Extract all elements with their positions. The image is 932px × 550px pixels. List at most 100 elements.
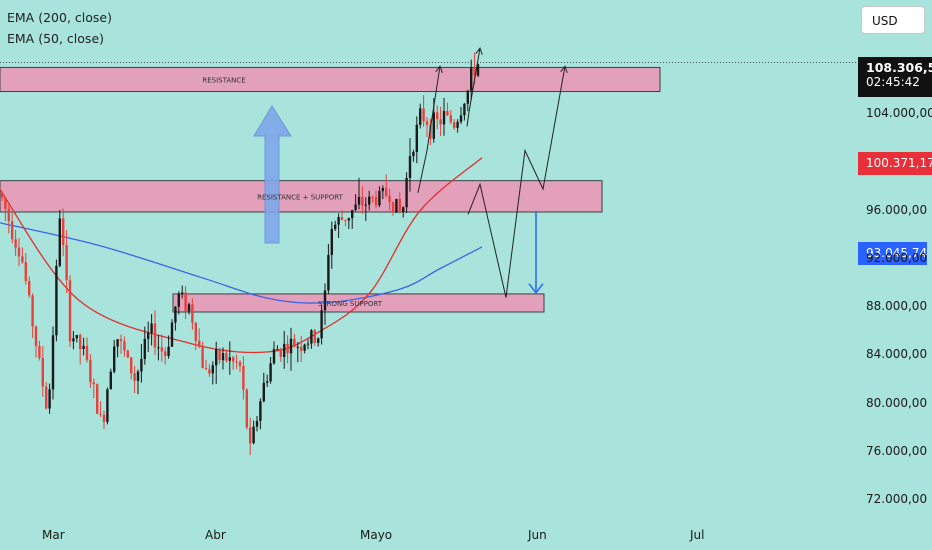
candle-body — [14, 239, 17, 248]
candle-body — [419, 108, 422, 125]
candle-body — [242, 365, 245, 390]
candle-body — [456, 121, 459, 128]
legend-ema50[interactable]: EMA (50, close) — [7, 31, 105, 46]
candle-body — [235, 361, 238, 363]
candle-body — [357, 196, 361, 205]
candle-body — [4, 197, 7, 209]
candle-body — [466, 90, 469, 104]
candle-body — [55, 265, 58, 336]
x-tick-label: Mar — [42, 528, 65, 542]
candle-body — [436, 112, 439, 120]
candle-body — [395, 198, 398, 213]
candle-body — [65, 245, 68, 281]
candle-body — [198, 340, 201, 347]
candle-body — [194, 322, 197, 341]
candle-body — [143, 338, 146, 359]
candle-body — [191, 304, 194, 323]
candle-body — [276, 348, 279, 350]
candle-body — [286, 343, 289, 354]
candle-body — [327, 254, 330, 291]
candle-body — [402, 207, 405, 213]
countdown-label: 02:45:42 — [866, 75, 920, 89]
candle-body — [344, 219, 347, 221]
candle-body — [225, 353, 228, 361]
candle-body — [21, 256, 24, 263]
candle-body — [164, 351, 167, 357]
candle-body — [408, 156, 412, 178]
zone-box — [0, 66, 661, 93]
candle-body — [354, 204, 357, 211]
legend-ema200[interactable]: EMA (200, close) — [7, 10, 112, 25]
candle-body — [317, 338, 320, 343]
zone-label: STRONG SUPPORT — [318, 300, 383, 308]
candle-body — [51, 335, 55, 390]
candle-body — [337, 217, 340, 225]
candle-body — [150, 323, 153, 333]
candle-body — [425, 121, 429, 125]
x-tick-label: Jul — [690, 528, 705, 542]
candle-body — [269, 363, 272, 382]
candle-body — [232, 357, 235, 362]
candle-body — [449, 115, 452, 123]
candle-body — [119, 339, 123, 342]
candle-body — [446, 111, 449, 116]
candle-body — [303, 344, 306, 351]
candle-body — [28, 280, 31, 296]
candle-body — [374, 197, 378, 206]
candle-body — [211, 365, 214, 374]
candle-body — [283, 343, 286, 357]
candle-body — [422, 108, 425, 122]
candle-body — [208, 369, 211, 374]
candle-body — [385, 188, 388, 196]
candle-body — [140, 358, 143, 372]
candle-body — [453, 122, 456, 128]
candle-body — [34, 326, 38, 346]
candle-body — [398, 198, 401, 213]
candle-body — [116, 339, 119, 347]
ema200-price-box: 93.045,74 — [858, 242, 928, 265]
y-tick-label: 104.000,00 — [866, 106, 932, 121]
candle-body — [262, 382, 265, 402]
candle-body — [184, 292, 187, 312]
candle-body — [221, 353, 225, 361]
candle-body — [470, 67, 473, 91]
candle-body — [7, 208, 10, 222]
candle-body — [391, 202, 395, 213]
candle-body — [41, 357, 44, 387]
candle-body — [218, 349, 221, 361]
candle-body — [412, 151, 415, 157]
candle-body — [130, 357, 133, 374]
candle-body — [371, 196, 374, 198]
candle-body — [215, 349, 218, 366]
candle-body — [113, 346, 116, 372]
candle-body — [133, 373, 136, 381]
candle-body — [0, 192, 4, 198]
candle-body — [102, 414, 106, 422]
zone-label: RESISTANCE + SUPPORT — [257, 193, 343, 201]
down-arrow-head — [528, 283, 544, 295]
projection-arrowhead — [560, 65, 568, 74]
projection-path — [466, 48, 481, 127]
candle-body — [24, 262, 27, 281]
candle-body — [11, 221, 14, 240]
candle-body — [126, 350, 129, 358]
candle-body — [439, 119, 442, 125]
currency-button[interactable]: USD — [861, 6, 925, 34]
candle-body — [181, 292, 184, 294]
candle-body — [82, 345, 85, 349]
candle-body — [279, 348, 282, 357]
ema50-price-box: 100.371,17 — [858, 152, 932, 175]
candle-body — [48, 389, 51, 409]
candle-body — [340, 217, 344, 220]
candle-body — [75, 334, 78, 339]
candle-body — [432, 112, 435, 139]
candle-body — [259, 401, 262, 421]
candle-body — [330, 228, 333, 255]
candle-body — [45, 386, 48, 409]
candle-body — [381, 188, 384, 192]
candle-body — [334, 224, 337, 229]
candle-body — [252, 426, 255, 444]
candle-body — [347, 218, 350, 221]
candle-body — [157, 347, 160, 349]
